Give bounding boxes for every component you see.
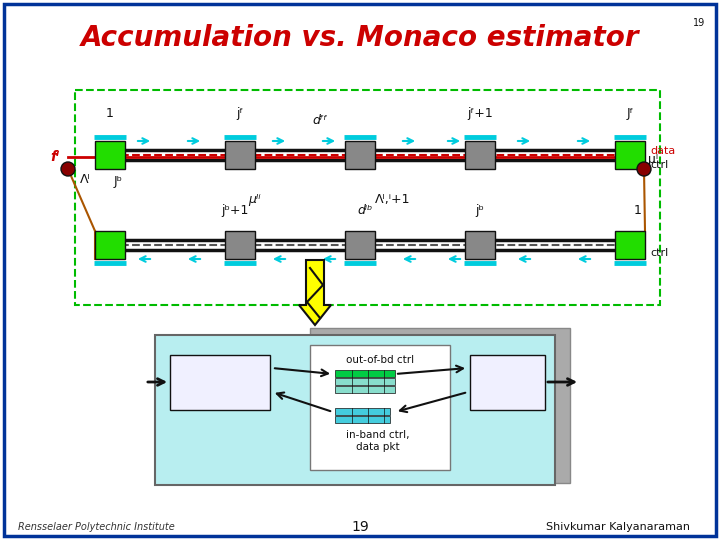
Bar bbox=[75, 90, 660, 305]
Circle shape bbox=[637, 162, 651, 176]
Bar bbox=[170, 355, 270, 410]
Bar bbox=[615, 141, 645, 169]
Text: Accumulation vs. Monaco estimator: Accumulation vs. Monaco estimator bbox=[81, 24, 639, 52]
Text: jᵇ: jᵇ bbox=[476, 204, 485, 217]
Bar bbox=[155, 335, 555, 485]
Text: Jᵇ: Jᵇ bbox=[114, 175, 123, 188]
Text: Λᴵ: Λᴵ bbox=[80, 173, 91, 186]
Text: jᶠ+1: jᶠ+1 bbox=[467, 107, 493, 120]
Text: dᶠᶠ: dᶠᶠ bbox=[312, 114, 328, 127]
Bar bbox=[615, 231, 645, 259]
Text: classifier: classifier bbox=[194, 375, 246, 388]
Bar bbox=[310, 328, 570, 483]
Text: dⁱᵇ: dⁱᵇ bbox=[357, 204, 373, 217]
Bar bbox=[225, 141, 255, 169]
Text: jᶠ: jᶠ bbox=[236, 107, 243, 120]
Bar bbox=[335, 386, 395, 393]
Bar bbox=[465, 231, 495, 259]
Circle shape bbox=[61, 162, 75, 176]
Bar bbox=[335, 408, 390, 415]
Text: 19: 19 bbox=[351, 520, 369, 534]
Bar bbox=[95, 231, 125, 259]
Text: jᵇ+1: jᵇ+1 bbox=[221, 204, 248, 217]
Text: 19: 19 bbox=[693, 18, 705, 28]
Bar bbox=[345, 141, 375, 169]
Text: Shivkumar Kalyanaraman: Shivkumar Kalyanaraman bbox=[546, 522, 690, 532]
Text: data: data bbox=[650, 146, 675, 156]
Bar bbox=[335, 416, 390, 423]
Text: ctrl: ctrl bbox=[650, 248, 668, 258]
Text: 1: 1 bbox=[634, 204, 642, 217]
Bar bbox=[345, 231, 375, 259]
Text: μᴵⁱ: μᴵⁱ bbox=[248, 193, 261, 206]
Bar bbox=[335, 370, 395, 377]
Text: μᴵ: μᴵ bbox=[648, 152, 658, 165]
Text: 1: 1 bbox=[106, 107, 114, 120]
Bar bbox=[95, 141, 125, 169]
Bar bbox=[225, 231, 255, 259]
Text: out-of-bd ctrl: out-of-bd ctrl bbox=[346, 355, 414, 365]
Bar bbox=[310, 345, 450, 470]
Text: Λᴵ,ⁱ+1: Λᴵ,ⁱ+1 bbox=[375, 193, 410, 206]
Text: in-band ctrl,
data pkt: in-band ctrl, data pkt bbox=[346, 430, 410, 451]
Text: ctrl: ctrl bbox=[650, 160, 668, 170]
Bar bbox=[335, 378, 395, 385]
Text: Rensselaer Polytechnic Institute: Rensselaer Polytechnic Institute bbox=[18, 522, 175, 532]
Text: fifo: fifo bbox=[498, 375, 516, 388]
Text: fᴵ: fᴵ bbox=[50, 150, 60, 164]
Bar bbox=[470, 355, 545, 410]
Bar bbox=[465, 141, 495, 169]
FancyArrow shape bbox=[299, 260, 331, 325]
Text: Jᶠ: Jᶠ bbox=[626, 107, 634, 120]
